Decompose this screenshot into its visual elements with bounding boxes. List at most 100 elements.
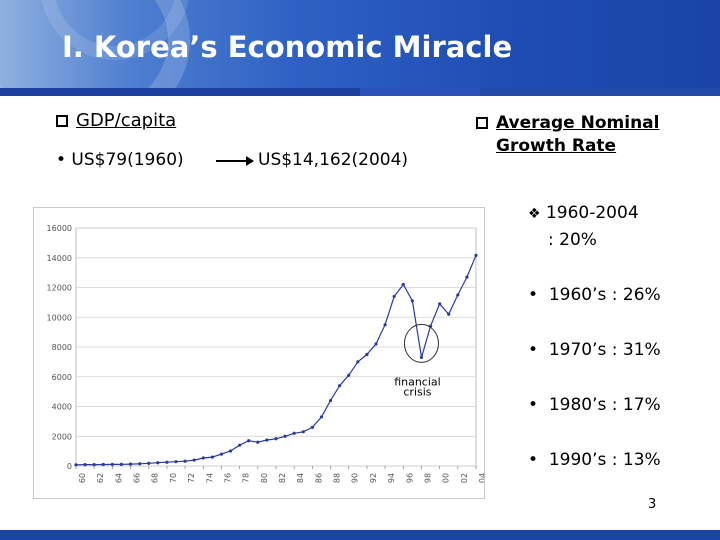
y-tick-label: 16000 (47, 224, 72, 233)
arrow-right-icon (216, 156, 254, 166)
y-tick-label: 4000 (52, 403, 72, 412)
x-tick-label: 88 (333, 473, 342, 483)
data-point (447, 312, 451, 316)
growth-period: ❖ 1960-2004 (528, 203, 639, 223)
data-point (138, 462, 142, 466)
data-point (238, 443, 242, 447)
data-point (92, 463, 96, 467)
data-point (256, 440, 260, 444)
data-point (410, 299, 414, 303)
gdp-chart: 0 2000 4000 6000 8000 10000 12000 14000 16000 60… (33, 207, 487, 499)
header-bar-accent-right (480, 88, 720, 96)
x-tick-label: 74 (205, 473, 214, 483)
x-tick-label: 62 (96, 473, 105, 483)
growth-period-rate: : 20% (548, 230, 597, 250)
x-tick-label: 68 (151, 473, 160, 483)
x-tick-label: 04 (478, 473, 484, 483)
crisis-circle (403, 323, 439, 363)
data-point (247, 439, 251, 443)
y-tick-label: 10000 (47, 313, 72, 322)
data-point (319, 415, 324, 419)
data-point (383, 323, 387, 327)
data-point (292, 431, 296, 435)
x-tick-label: 90 (351, 473, 360, 483)
data-point (401, 282, 405, 287)
decade-1980s: • 1980’s : 17% (528, 395, 661, 415)
data-point (101, 462, 105, 467)
data-point (110, 462, 114, 467)
growth-heading: Average Nominal Growth Rate (476, 112, 659, 158)
data-point (165, 460, 169, 464)
gdp-heading: GDP/capita (56, 110, 176, 131)
y-tick-label: 0 (67, 462, 72, 471)
x-tick-label: 72 (187, 473, 196, 483)
data-point (210, 455, 214, 459)
decade-1990s: • 1990’s : 13% (528, 450, 661, 470)
gdp-1960: • US$79(1960) (56, 150, 184, 170)
decade-1970s: • 1970’s : 31% (528, 340, 661, 360)
x-tick-label: 00 (442, 473, 451, 483)
data-point (474, 253, 478, 257)
checkbox-bullet-icon (476, 117, 488, 129)
data-point (147, 461, 151, 465)
x-tick-label: 92 (369, 473, 378, 483)
data-point (74, 463, 78, 467)
x-tick-label: 96 (405, 473, 414, 483)
data-point (156, 461, 160, 465)
x-tick-label: 98 (423, 473, 432, 483)
header-bar-accent (360, 88, 480, 96)
data-point (219, 452, 224, 456)
data-point (301, 430, 305, 434)
data-point (356, 360, 360, 364)
data-point (274, 437, 278, 441)
slide-header: Ⅰ. Korea’s Economic Miracle (0, 0, 720, 96)
gdp-2004: US$14,162(2004) (258, 150, 409, 170)
data-point (347, 373, 351, 377)
x-tick-label: 66 (133, 473, 142, 483)
x-tick-label: 78 (242, 473, 251, 483)
checkbox-bullet-icon (56, 115, 68, 127)
data-point (392, 294, 396, 299)
data-point (192, 458, 196, 462)
data-point (438, 302, 442, 306)
data-point (83, 463, 87, 467)
data-point (328, 398, 333, 403)
chart-grid (75, 227, 477, 467)
x-tick-label: 60 (78, 473, 87, 483)
data-point (265, 438, 269, 442)
x-tick-label: 82 (278, 473, 287, 483)
y-tick-label: 8000 (52, 343, 72, 352)
diamond-bullet-icon: ❖ (528, 206, 541, 222)
x-axis: 60 62 64 66 68 70 72 74 76 78 80 82 84 86 88 90 92 94 96 98… (75, 466, 487, 483)
chart-series (74, 253, 478, 467)
y-tick-label: 6000 (52, 373, 72, 382)
data-point (465, 275, 469, 279)
data-point (283, 434, 287, 438)
x-tick-label: 64 (114, 473, 123, 483)
y-tick-label: 2000 (52, 432, 72, 441)
data-point (228, 449, 233, 453)
y-tick-label: 14000 (47, 254, 72, 263)
crisis-label: crisis (403, 385, 431, 398)
crisis-label: financial (394, 375, 441, 388)
x-tick-label: 94 (387, 473, 396, 483)
data-point (365, 352, 369, 357)
x-tick-label: 76 (223, 473, 232, 483)
x-tick-label: 80 (260, 473, 269, 483)
x-tick-label: 02 (460, 473, 469, 483)
data-point (456, 293, 460, 297)
x-tick-label: 70 (169, 473, 178, 483)
data-point (374, 342, 378, 346)
x-tick-label: 86 (314, 473, 323, 483)
y-axis: 0 2000 4000 6000 8000 10000 12000 14000 16000 (47, 224, 72, 471)
data-point (183, 459, 187, 463)
data-point (174, 460, 178, 464)
page-title: Ⅰ. Korea’s Economic Miracle (62, 30, 513, 64)
data-point (338, 384, 342, 388)
slide-footer-bar (0, 530, 720, 540)
data-point (128, 462, 133, 466)
slide-number: 3 (648, 497, 657, 512)
y-tick-label: 12000 (47, 284, 72, 293)
data-point (201, 456, 205, 460)
